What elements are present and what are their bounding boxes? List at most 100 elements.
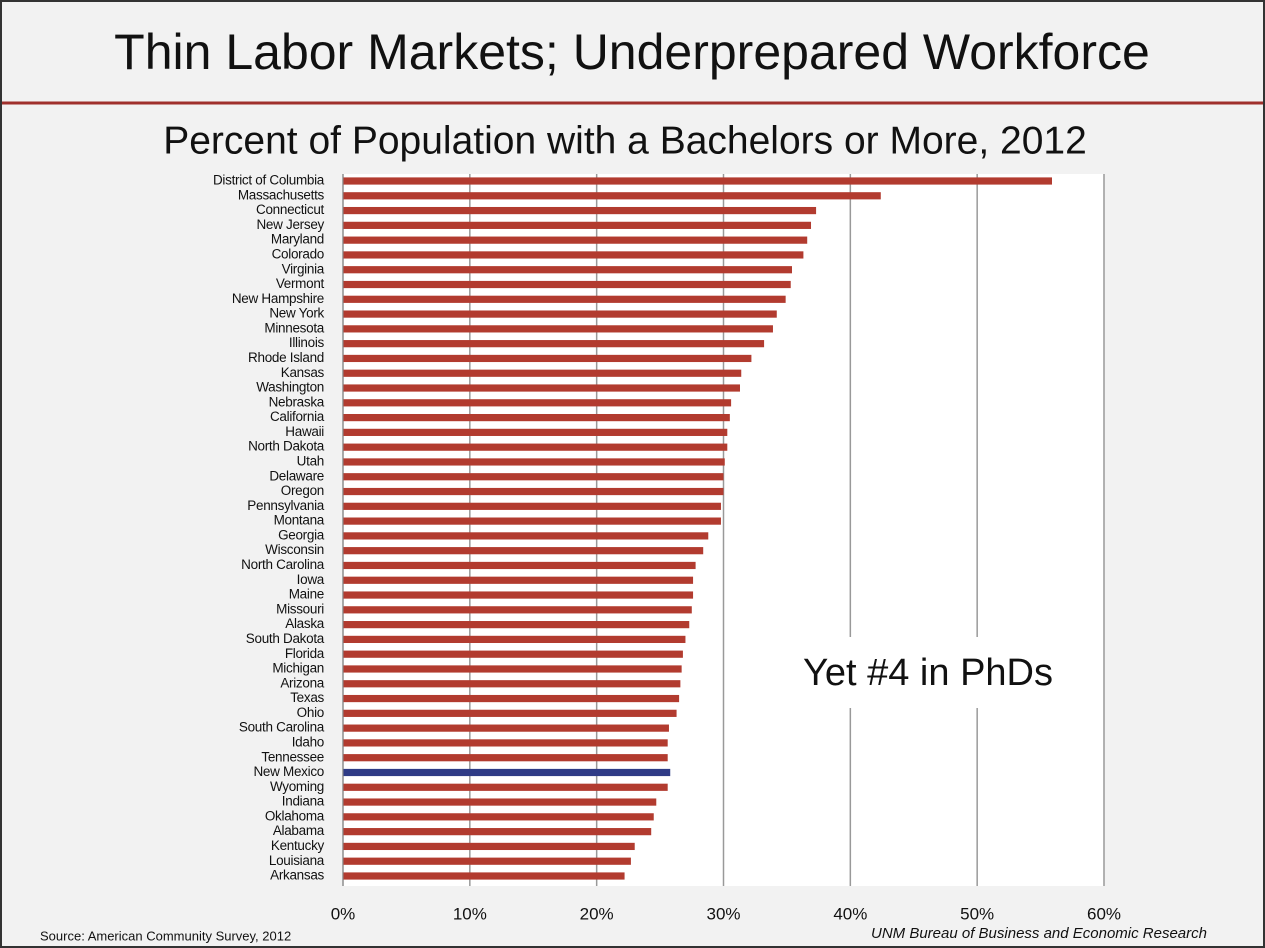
y-tick-label: South Dakota <box>246 631 325 646</box>
bar <box>343 798 657 806</box>
y-tick-label: Georgia <box>278 527 325 542</box>
x-tick-label: 0% <box>331 904 356 923</box>
x-tick-label: 30% <box>706 904 740 923</box>
bar <box>343 606 692 614</box>
bar <box>343 310 777 318</box>
y-tick-label: District of Columbia <box>213 173 325 188</box>
y-tick-label: Washington <box>256 380 324 395</box>
bar <box>343 842 635 851</box>
bar <box>343 236 808 244</box>
y-tick-label: Iowa <box>297 572 325 587</box>
y-tick-label: Texas <box>290 690 324 705</box>
source: Source: American Community Survey, 2012 <box>40 928 291 943</box>
y-tick-label: New Mexico <box>253 764 324 779</box>
bar <box>343 754 668 762</box>
bar <box>343 857 631 865</box>
bar <box>343 443 728 451</box>
y-tick-label: Delaware <box>269 468 324 483</box>
bar <box>343 192 881 200</box>
y-tick-label: Pennsylvania <box>247 498 324 513</box>
y-tick-label: Colorado <box>272 246 324 261</box>
bar <box>343 813 654 821</box>
x-tick-label: 60% <box>1087 904 1121 923</box>
bar <box>343 517 721 525</box>
bar <box>343 709 677 717</box>
y-tick-label: Louisiana <box>269 853 325 868</box>
y-tick-label: Connecticut <box>256 202 325 217</box>
y-tick-label: Tennessee <box>261 749 324 764</box>
bar <box>343 295 786 303</box>
y-tick-label: California <box>270 409 325 424</box>
bar <box>343 872 625 880</box>
bar <box>343 399 732 407</box>
y-tick-label: South Carolina <box>239 720 325 735</box>
bar <box>343 369 742 377</box>
y-tick-label: Maryland <box>271 232 324 247</box>
bar <box>343 428 728 436</box>
bar <box>343 458 725 466</box>
chart-subtitle: Percent of Population with a Bachelors o… <box>163 119 1087 162</box>
bar <box>343 650 683 658</box>
y-tick-label: Alabama <box>273 823 325 838</box>
bar <box>343 768 671 777</box>
y-tick-label: Maine <box>289 587 324 602</box>
bar <box>343 221 812 229</box>
y-tick-label: Oklahoma <box>265 808 325 823</box>
y-tick-label: Virginia <box>282 261 325 276</box>
bar <box>343 177 1052 185</box>
y-tick-label: Wisconsin <box>265 542 324 557</box>
x-tick-label: 50% <box>960 904 994 923</box>
bar <box>343 354 752 363</box>
y-tick-label: Alaska <box>285 616 325 631</box>
bar <box>343 665 682 673</box>
credit: UNM Bureau of Business and Economic Rese… <box>871 925 1207 942</box>
y-tick-label: New Jersey <box>256 217 324 232</box>
y-tick-label: Vermont <box>276 276 325 291</box>
bar <box>343 473 724 481</box>
x-tick-label: 40% <box>833 904 867 923</box>
chart-title: Thin Labor Markets; Underprepared Workfo… <box>114 24 1150 80</box>
annotation-box <box>762 637 1094 708</box>
bar <box>343 828 652 836</box>
bar <box>343 502 721 510</box>
bar <box>343 384 740 392</box>
y-tick-label: Hawaii <box>285 424 324 439</box>
bar <box>343 739 668 747</box>
y-tick-label: North Dakota <box>248 439 325 454</box>
bar <box>343 487 724 496</box>
y-tick-label: Florida <box>285 646 325 661</box>
y-tick-label: New York <box>269 306 324 321</box>
x-tick-label: 10% <box>453 904 487 923</box>
y-tick-label: Arizona <box>280 675 324 690</box>
bar <box>343 266 792 274</box>
bar <box>343 576 694 584</box>
y-tick-label: North Carolina <box>241 557 325 572</box>
bar <box>343 532 709 540</box>
bar <box>343 694 680 703</box>
bar <box>343 251 804 259</box>
bar <box>343 280 791 289</box>
y-tick-label: Illinois <box>289 335 325 350</box>
bar <box>343 340 765 348</box>
x-tick-label: 20% <box>580 904 614 923</box>
y-tick-label: Ohio <box>297 705 324 720</box>
bar <box>343 635 686 644</box>
y-tick-label: Kansas <box>281 365 325 380</box>
annotation: Yet #4 in PhDs <box>803 652 1053 694</box>
bar <box>343 591 694 599</box>
y-tick-label: New Hampshire <box>232 291 324 306</box>
y-tick-label: Michigan <box>272 661 324 676</box>
y-tick-label: Missouri <box>276 601 324 616</box>
bar <box>343 561 696 570</box>
y-tick-label: Massachusetts <box>238 187 325 202</box>
y-tick-label: Oregon <box>281 483 324 498</box>
y-tick-label: Idaho <box>292 734 324 749</box>
y-tick-label: Utah <box>297 454 324 469</box>
y-tick-label: Wyoming <box>270 779 324 794</box>
y-tick-label: Montana <box>274 513 325 528</box>
bar <box>343 325 773 333</box>
bar <box>343 783 668 791</box>
bar <box>343 621 690 629</box>
bar <box>343 547 704 555</box>
